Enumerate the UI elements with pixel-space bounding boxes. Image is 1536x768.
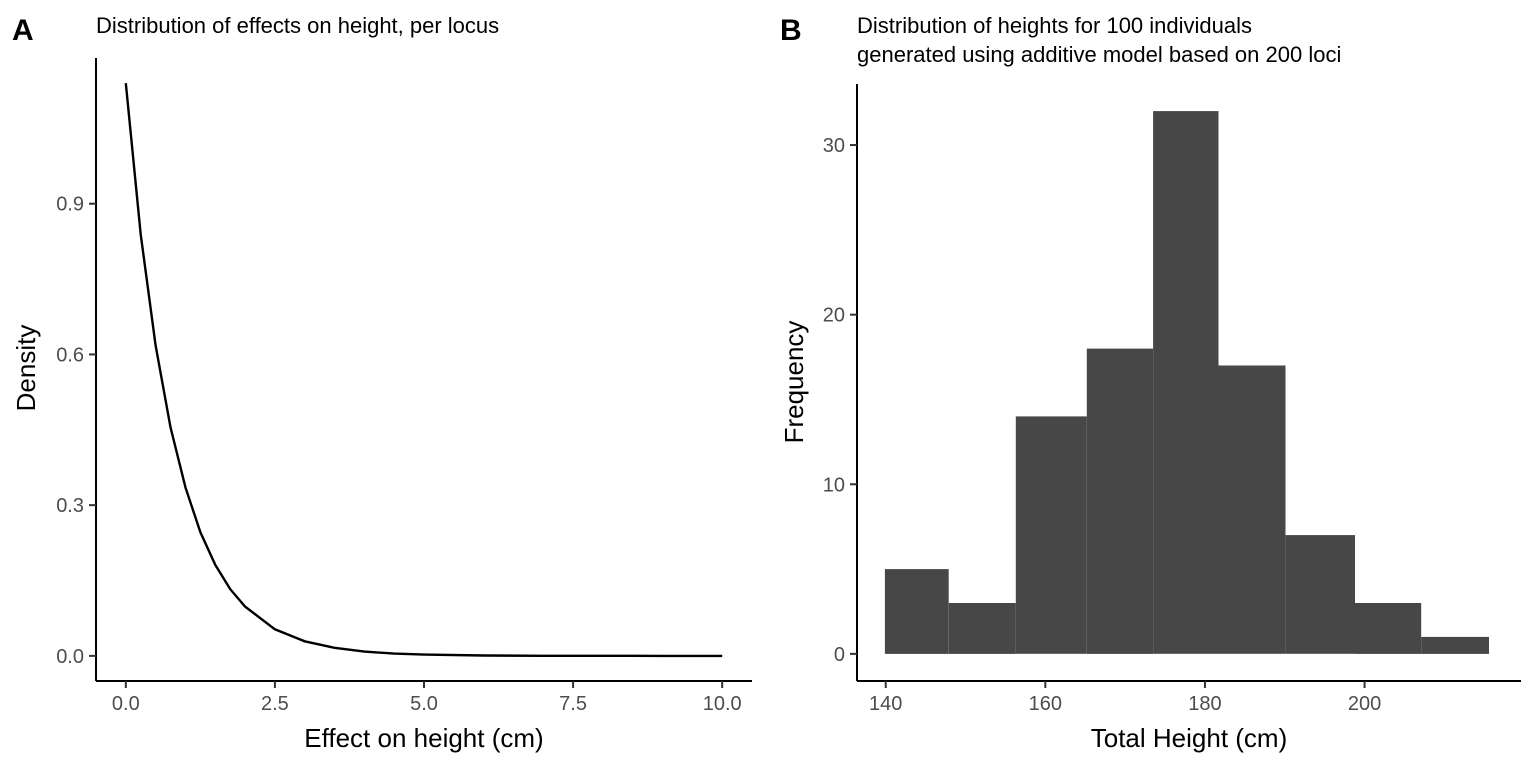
histogram-bar bbox=[1086, 348, 1153, 654]
histogram-bar bbox=[948, 603, 1016, 654]
histogram-bar bbox=[1218, 365, 1286, 654]
histogram-bar bbox=[1355, 603, 1422, 654]
panel-b: B Distribution of heights for 100 indivi… bbox=[779, 13, 1521, 753]
panel-a-x-tick-label: 2.5 bbox=[261, 693, 289, 715]
panel-a-tag: A bbox=[12, 14, 34, 47]
panel-a-y-axis-title: Density bbox=[11, 325, 41, 412]
histogram-bar bbox=[884, 569, 949, 654]
panel-b-x-tick-label: 140 bbox=[869, 693, 902, 715]
panel-a-x-tick-label: 5.0 bbox=[410, 693, 438, 715]
panel-b-y-axis-title: Frequency bbox=[779, 321, 809, 444]
panel-a-x-tick-label: 7.5 bbox=[559, 693, 587, 715]
panel-a-y-tick-label: 0.0 bbox=[56, 646, 84, 668]
panel-b-x-tick-label: 200 bbox=[1348, 693, 1381, 715]
panel-a-plot-area: 0.0 2.5 5.0 7.5 10.0 0.0 0.3 0.6 0.9 bbox=[56, 58, 752, 715]
panel-a-x-tick-label: 10.0 bbox=[703, 693, 742, 715]
panel-a-y-tick-label: 0.3 bbox=[56, 495, 84, 517]
panel-b-x-axis-title: Total Height (cm) bbox=[1091, 723, 1288, 753]
panel-b-tag: B bbox=[780, 14, 802, 47]
panel-a-y-tick-label: 0.6 bbox=[56, 344, 84, 366]
histogram-bar bbox=[1285, 535, 1355, 654]
panel-b-title-line-1: Distribution of heights for 100 individu… bbox=[857, 13, 1252, 38]
panel-b-title: Distribution of heights for 100 individu… bbox=[857, 13, 1341, 67]
panel-b-title-line-2: generated using additive model based on … bbox=[857, 42, 1341, 67]
panel-b-y-tick-label: 20 bbox=[823, 305, 845, 327]
panel-a-title: Distribution of effects on height, per l… bbox=[96, 13, 499, 38]
panel-b-y-tick-label: 10 bbox=[823, 474, 845, 496]
panel-a: A Distribution of effects on height, per… bbox=[11, 13, 752, 753]
panel-b-x-tick-label: 160 bbox=[1029, 693, 1062, 715]
histogram-bar bbox=[1421, 636, 1489, 654]
panel-b-y-tick-label: 30 bbox=[823, 135, 845, 157]
histogram-bar bbox=[1153, 111, 1219, 654]
panel-a-x-tick-label: 0.0 bbox=[112, 693, 140, 715]
panel-b-x-tick-label: 180 bbox=[1188, 693, 1221, 715]
panel-a-x-axis-title: Effect on height (cm) bbox=[304, 723, 543, 753]
panel-a-density-curve bbox=[124, 82, 723, 658]
panel-a-y-tick-label: 0.9 bbox=[56, 194, 84, 216]
panel-b-plot-area: 140 160 180 200 0 10 20 30 bbox=[823, 84, 1521, 715]
panel-b-y-tick-label: 0 bbox=[834, 644, 845, 666]
histogram-bar bbox=[1015, 416, 1087, 654]
